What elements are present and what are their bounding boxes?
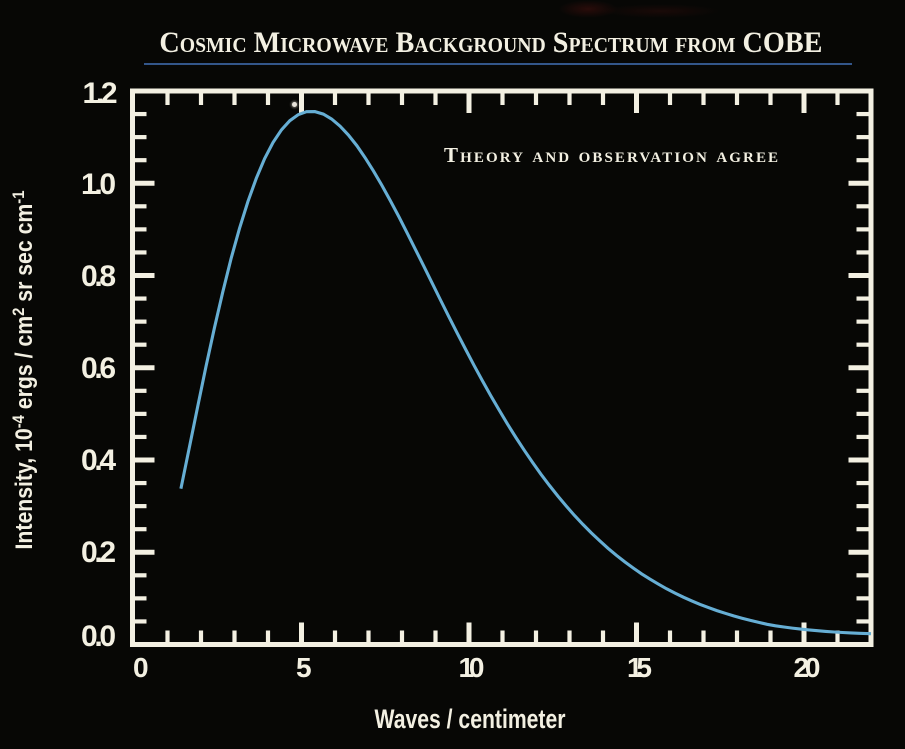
svg-text:0.4: 0.4 (81, 444, 116, 477)
svg-text:0.6: 0.6 (81, 352, 116, 385)
svg-text:10: 10 (459, 652, 485, 683)
svg-text:1.2: 1.2 (83, 77, 118, 110)
svg-text:0.0: 0.0 (81, 620, 116, 653)
svg-text:15: 15 (627, 652, 652, 683)
svg-text:0.2: 0.2 (81, 536, 116, 569)
svg-text:1.0: 1.0 (81, 168, 116, 201)
svg-text:0: 0 (133, 652, 149, 683)
svg-text:5: 5 (296, 652, 312, 683)
svg-text:20: 20 (794, 652, 821, 683)
svg-text:0.8: 0.8 (81, 260, 116, 293)
